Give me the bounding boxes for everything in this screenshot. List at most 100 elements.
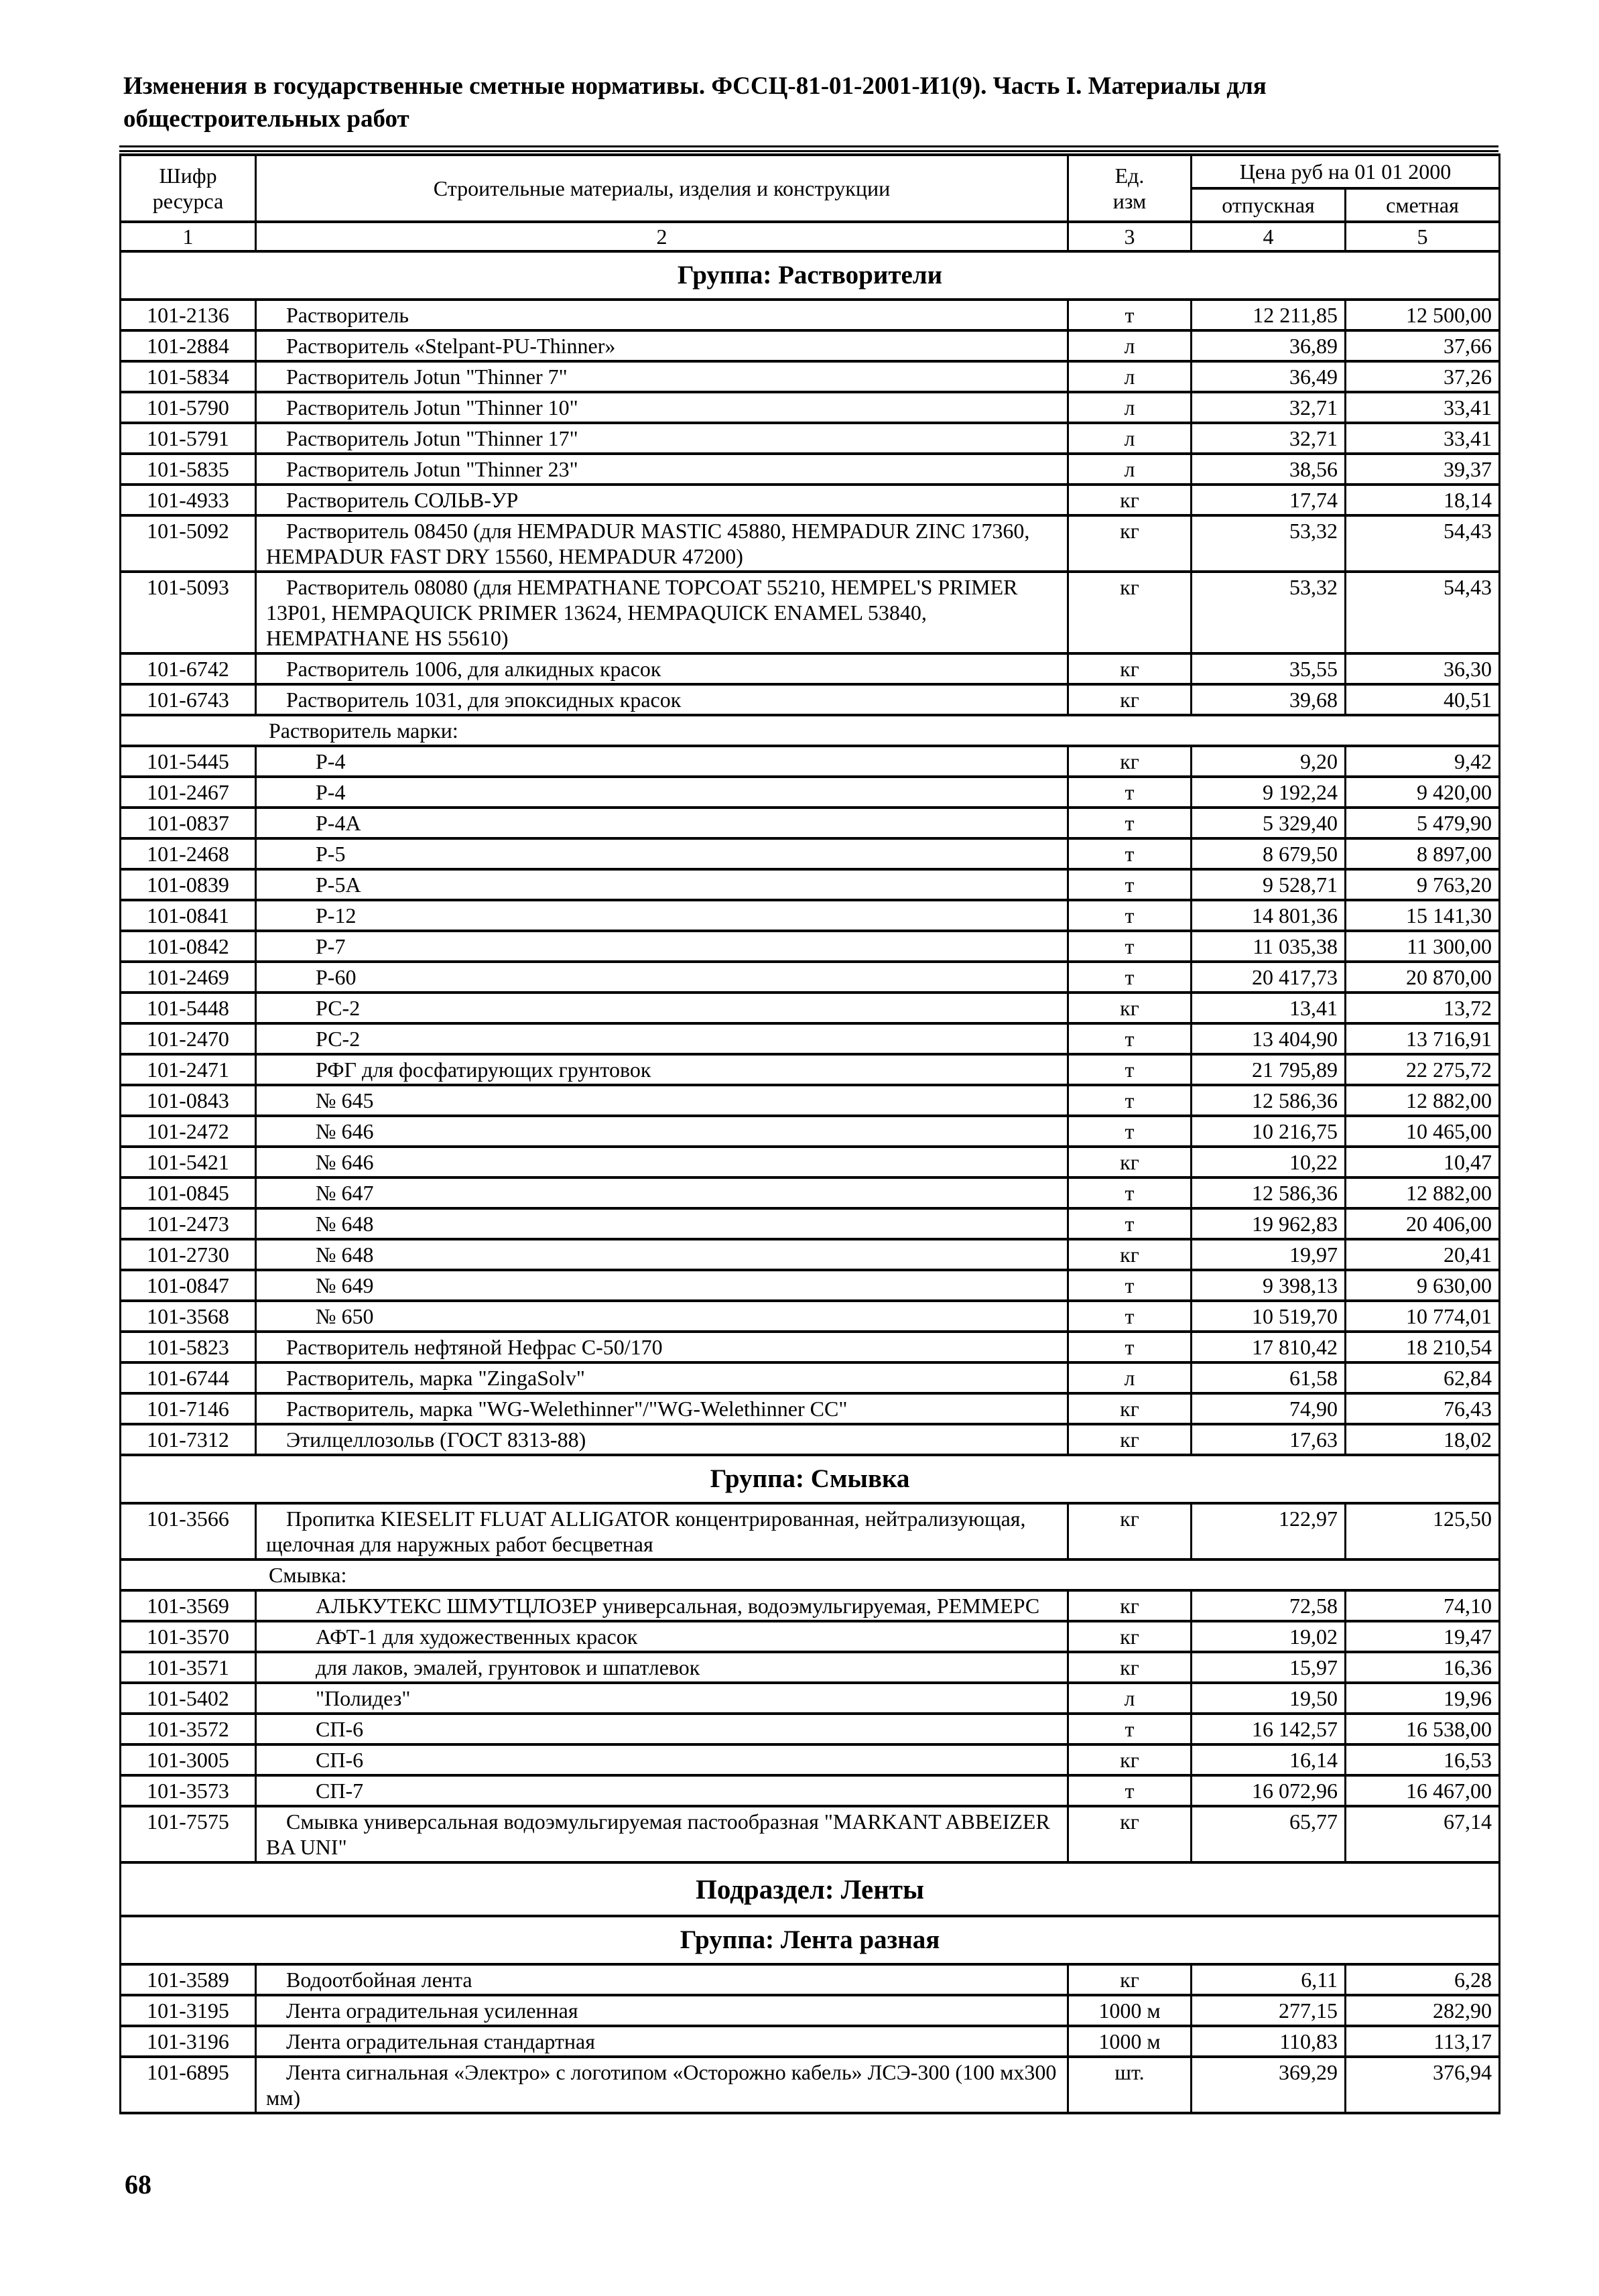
cell-price-selling: 110,83	[1190, 2025, 1346, 2058]
page-title-line1: Изменения в государственные сметные норм…	[123, 72, 1267, 100]
header-code-line1: Шифр	[159, 164, 217, 188]
cell-price-estimate: 19,47	[1344, 1620, 1500, 1653]
cell-price-estimate: 16 538,00	[1344, 1712, 1500, 1746]
header-price-group: Цена руб на 01 01 2000	[1190, 153, 1500, 190]
cell-price-estimate: 76,43	[1344, 1392, 1500, 1425]
cell-price-estimate: 20 870,00	[1344, 960, 1500, 994]
cell-resource-code: 101-3573	[119, 1774, 257, 1807]
cell-description: Р-5	[255, 837, 1069, 871]
cell-price-selling: 36,49	[1190, 360, 1346, 393]
cell-description: Лента оградительная стандартная	[255, 2025, 1069, 2058]
cell-resource-code: 101-5823	[119, 1330, 257, 1364]
column-number-2: 2	[255, 220, 1069, 253]
table-row: 101-3566 Пропитка KIESELIT FLUAT ALLIGATO…	[119, 1502, 1500, 1561]
cell-resource-code: 101-5092	[119, 514, 257, 573]
cell-price-selling: 122,97	[1190, 1502, 1346, 1561]
cell-price-selling: 277,15	[1190, 1994, 1346, 2027]
cell-resource-code: 101-7312	[119, 1423, 257, 1456]
cell-unit: л	[1067, 360, 1192, 393]
cell-description: Растворитель нефтяной Нефрас С-50/170	[255, 1330, 1069, 1364]
label-row: Растворитель марки:	[119, 714, 1500, 747]
cell-unit: шт.	[1067, 2055, 1192, 2114]
header-unit: Ед. изм	[1067, 153, 1192, 223]
cell-unit: т	[1067, 298, 1192, 332]
cell-price-estimate: 12 882,00	[1344, 1084, 1500, 1117]
header-unit-line2: изм	[1112, 189, 1147, 213]
cell-resource-code: 101-0841	[119, 899, 257, 932]
cell-price-estimate: 67,14	[1344, 1805, 1500, 1864]
cell-description: Растворитель СОЛЬВ-УР	[255, 483, 1069, 517]
price-table: Шифр ресурса Строительные материалы, изд…	[119, 153, 1500, 2114]
table-row: 101-2473 № 648 т 19 962,83 20 406,00	[119, 1207, 1500, 1240]
cell-description: Лента сигнальная «Электро» с логотипом «…	[255, 2055, 1069, 2114]
cell-unit: кг	[1067, 1805, 1192, 1864]
subsection-row: Подраздел: Ленты	[119, 1861, 1500, 1917]
header-price-selling: отпускная	[1190, 187, 1346, 223]
table-row: 101-6742 Растворитель 1006, для алкидных …	[119, 652, 1500, 686]
page-title: Изменения в государственные сметные норм…	[123, 70, 1397, 135]
cell-resource-code: 101-0839	[119, 868, 257, 901]
cell-unit: кг	[1067, 514, 1192, 573]
cell-description: Р-4А	[255, 806, 1069, 840]
cell-unit: л	[1067, 391, 1192, 424]
cell-unit: кг	[1067, 1238, 1192, 1271]
cell-price-estimate: 376,94	[1344, 2055, 1500, 2114]
cell-price-estimate: 9 630,00	[1344, 1269, 1500, 1302]
cell-price-selling: 38,56	[1190, 452, 1346, 486]
title-separator-rule	[119, 145, 1498, 152]
header-row-main: Шифр ресурса Строительные материалы, изд…	[119, 153, 1500, 223]
group-label: Группа: Смывка	[119, 1454, 1500, 1505]
cell-description: СП-7	[255, 1774, 1069, 1807]
cell-price-estimate: 62,84	[1344, 1361, 1500, 1395]
table-row: 101-2470 РС-2 т 13 404,90 13 716,91	[119, 1022, 1500, 1056]
cell-price-selling: 9 192,24	[1190, 775, 1346, 809]
cell-resource-code: 101-3196	[119, 2025, 257, 2058]
table-row: 101-5445 Р-4 кг 9,20 9,42	[119, 745, 1500, 778]
cell-description: № 646	[255, 1145, 1069, 1179]
cell-price-estimate: 20,41	[1344, 1238, 1500, 1271]
table-row: 101-2472 № 646 т 10 216,75 10 465,00	[119, 1114, 1500, 1148]
cell-price-selling: 14 801,36	[1190, 899, 1346, 932]
cell-price-estimate: 6,28	[1344, 1963, 1500, 1996]
label-label: Смывка:	[119, 1558, 1500, 1592]
cell-price-selling: 6,11	[1190, 1963, 1346, 1996]
cell-unit: т	[1067, 930, 1192, 963]
cell-description: РС-2	[255, 991, 1069, 1025]
cell-price-estimate: 8 897,00	[1344, 837, 1500, 871]
cell-price-selling: 72,58	[1190, 1589, 1346, 1622]
table-row: 101-5421 № 646 кг 10,22 10,47	[119, 1145, 1500, 1179]
cell-price-estimate: 36,30	[1344, 652, 1500, 686]
table-row: 101-0843 № 645 т 12 586,36 12 882,00	[119, 1084, 1500, 1117]
cell-description: Растворитель 1031, для эпоксидных красок	[255, 683, 1069, 716]
cell-price-selling: 17,63	[1190, 1423, 1346, 1456]
cell-unit: т	[1067, 1299, 1192, 1333]
cell-resource-code: 101-2472	[119, 1114, 257, 1148]
cell-price-estimate: 74,10	[1344, 1589, 1500, 1622]
table-row: 101-5835 Растворитель Jotun "Thinner 23" л…	[119, 452, 1500, 486]
cell-resource-code: 101-2467	[119, 775, 257, 809]
table-row: 101-0847 № 649 т 9 398,13 9 630,00	[119, 1269, 1500, 1302]
cell-resource-code: 101-5791	[119, 422, 257, 455]
table-row: 101-3569 АЛЬКУТЕКС ШМУТЦЛОЗЕР универсальн…	[119, 1589, 1500, 1622]
group-row: Группа: Лента разная	[119, 1915, 1500, 1966]
cell-resource-code: 101-2884	[119, 329, 257, 363]
group-row: Группа: Смывка	[119, 1454, 1500, 1505]
cell-price-selling: 10 519,70	[1190, 1299, 1346, 1333]
table-row: 101-0841 Р-12 т 14 801,36 15 141,30	[119, 899, 1500, 932]
cell-resource-code: 101-5790	[119, 391, 257, 424]
cell-description: Растворитель, марка "WG-Welethinner"/"WG…	[255, 1392, 1069, 1425]
cell-unit: л	[1067, 1681, 1192, 1715]
group-row: Группа: Растворители	[119, 250, 1500, 301]
cell-unit: л	[1067, 452, 1192, 486]
cell-price-selling: 11 035,38	[1190, 930, 1346, 963]
table-row: 101-5448 РС-2 кг 13,41 13,72	[119, 991, 1500, 1025]
cell-unit: л	[1067, 329, 1192, 363]
cell-price-estimate: 54,43	[1344, 570, 1500, 655]
cell-resource-code: 101-2468	[119, 837, 257, 871]
cell-description: АФТ-1 для художественных красок	[255, 1620, 1069, 1653]
cell-price-estimate: 9 420,00	[1344, 775, 1500, 809]
table-row: 101-2468 Р-5 т 8 679,50 8 897,00	[119, 837, 1500, 871]
cell-resource-code: 101-2469	[119, 960, 257, 994]
cell-description: Растворитель Jotun "Thinner 10"	[255, 391, 1069, 424]
cell-description: Р-12	[255, 899, 1069, 932]
